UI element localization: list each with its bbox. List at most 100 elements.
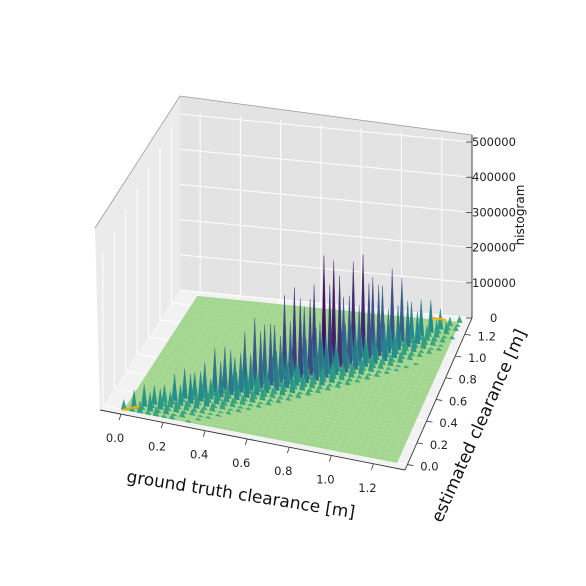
histogram-spike xyxy=(194,417,202,422)
histogram-spike xyxy=(456,315,463,323)
histogram-spike xyxy=(189,408,196,416)
histogram-spike xyxy=(404,300,411,348)
histogram-spike xyxy=(187,374,194,404)
y-tick-mark xyxy=(407,464,414,466)
histogram-spike xyxy=(293,359,300,386)
x-tick-mark xyxy=(286,447,290,454)
histogram-spike xyxy=(181,368,188,399)
histogram-spike xyxy=(381,323,388,362)
z-tick-label: 300000 xyxy=(472,205,516,219)
histogram-spike xyxy=(191,372,198,397)
z-tick-label: 100000 xyxy=(472,276,516,290)
histogram-spike xyxy=(233,372,240,401)
z-tick-label: 500000 xyxy=(472,135,516,149)
histogram-spike xyxy=(197,371,204,402)
back-wall xyxy=(180,96,472,318)
histogram-spike xyxy=(344,379,351,386)
histogram-spike xyxy=(287,393,294,398)
histogram-spike xyxy=(151,385,158,405)
histogram-spike xyxy=(362,335,368,367)
y-tick-labels: 0.0 0.2 0.4 0.6 0.8 1.0 1.2 xyxy=(407,329,496,474)
histogram-spike xyxy=(439,336,446,343)
histogram-spike xyxy=(387,354,394,367)
orange-accent-line-right xyxy=(431,317,447,321)
histogram-spike xyxy=(416,352,423,358)
x-axis-line xyxy=(99,409,406,471)
grid-line xyxy=(179,183,473,213)
histogram-spike xyxy=(441,335,448,339)
histogram-spike xyxy=(247,403,254,407)
grid-line xyxy=(179,148,473,178)
y-tick-label: 0.2 xyxy=(430,438,448,452)
histogram-spike xyxy=(289,374,296,394)
x-tick-mark xyxy=(202,430,206,437)
mesh-line xyxy=(389,321,454,462)
histogram-spike xyxy=(449,335,456,340)
histogram-spike xyxy=(179,409,186,418)
y-tick-mark xyxy=(436,399,443,401)
histogram-spike xyxy=(239,394,246,406)
histogram-spike xyxy=(365,373,373,377)
histogram-spike xyxy=(171,373,178,402)
histogram-spike xyxy=(447,316,453,327)
histogram-spike xyxy=(273,350,280,391)
histogram-spike xyxy=(263,363,270,394)
histogram-spike xyxy=(313,327,319,381)
histogram-spike xyxy=(443,321,450,335)
x-tick-mark xyxy=(371,463,374,470)
histogram-spike xyxy=(219,398,226,410)
histogram-spike xyxy=(393,368,400,372)
histogram-spike xyxy=(358,356,365,375)
histogram-spike xyxy=(221,346,228,391)
histogram-spike xyxy=(401,339,407,356)
histogram-spike xyxy=(229,398,236,408)
histogram-spike xyxy=(196,414,204,418)
histogram-spike xyxy=(354,378,361,383)
histogram-spike xyxy=(383,370,390,375)
histogram-spike xyxy=(427,347,435,351)
histogram-spike xyxy=(303,339,310,384)
histogram-spike xyxy=(437,344,445,347)
histogram-spike xyxy=(253,371,260,396)
y-axis-line xyxy=(404,317,473,471)
histogram-spike xyxy=(452,325,459,332)
histogram-spike xyxy=(203,385,210,407)
histogram-spike xyxy=(237,353,244,393)
histogram-spike xyxy=(402,365,410,369)
histogram-spike xyxy=(391,328,398,359)
histogram-spike xyxy=(267,398,274,402)
histogram-spike xyxy=(309,373,316,389)
x-tick-mark xyxy=(118,414,122,421)
y-tick-label: 0.6 xyxy=(449,394,467,408)
histogram-spike xyxy=(373,371,380,378)
histogram-spike xyxy=(163,401,170,415)
histogram-spike xyxy=(265,400,272,406)
histogram-spike xyxy=(237,405,244,409)
y-tick-mark xyxy=(464,333,471,336)
y-tick-label: 0.4 xyxy=(439,416,457,430)
x-tick-label: 0.4 xyxy=(190,448,208,462)
y-tick-label: 1.0 xyxy=(468,351,486,365)
histogram-spike xyxy=(227,350,234,396)
histogram-spike xyxy=(209,401,216,412)
histogram-spike xyxy=(435,347,442,351)
x-tick-label: 0.8 xyxy=(274,464,292,478)
mesh-line xyxy=(383,321,447,460)
histogram-spike xyxy=(215,413,222,417)
mesh-line xyxy=(197,296,460,323)
y-tick-label: 0.8 xyxy=(459,373,477,387)
x-tick-mark xyxy=(160,422,164,429)
histogram-spike xyxy=(161,384,168,404)
histogram-spike xyxy=(314,387,322,394)
z-tick-labels: 0 100000 200000 300000 400000 500000 xyxy=(466,135,516,325)
x-tick-mark xyxy=(244,438,248,446)
y-tick-mark xyxy=(455,355,462,358)
histogram-spike xyxy=(184,419,192,424)
histogram-spike xyxy=(332,339,339,376)
histogram-spike xyxy=(160,414,168,419)
histogram-spike xyxy=(277,395,284,400)
histogram-spike xyxy=(326,383,334,387)
histogram-spike xyxy=(275,398,282,404)
x-tick-label: 1.2 xyxy=(358,481,376,495)
